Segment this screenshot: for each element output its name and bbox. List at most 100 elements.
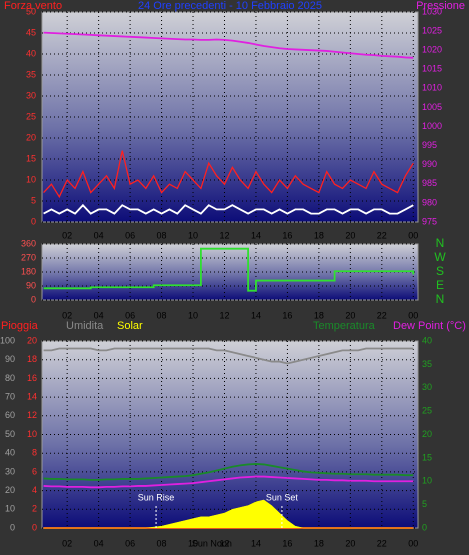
y-tick-label: 60 — [5, 410, 15, 420]
x-tick-label: 10 — [188, 230, 198, 240]
y3-tick-label: 2 — [32, 504, 37, 514]
y-tick-label: 5 — [31, 195, 36, 205]
y-tick-label: 80 — [5, 373, 15, 383]
y-tick-label: 15 — [26, 153, 36, 163]
y2-tick-label: 980 — [422, 197, 437, 207]
x-tick-label: 00 — [408, 230, 418, 240]
x-tick-label: 04 — [94, 310, 104, 320]
legend-label: Forza vento — [4, 0, 62, 12]
x-tick-label: 16 — [282, 538, 292, 548]
legend-label: Temperatura — [313, 320, 376, 332]
y2-tick-label: 20 — [422, 429, 432, 439]
x-tick-label: 18 — [314, 310, 324, 320]
x-tick-label: 04 — [94, 230, 104, 240]
y2-tick-label: 35 — [422, 359, 432, 369]
y2-tick-label: E — [436, 278, 444, 292]
y2-tick-label: 0 — [422, 522, 427, 532]
y-tick-label: 40 — [5, 448, 15, 458]
y-tick-label: 90 — [26, 280, 36, 290]
y3-tick-label: 0 — [32, 522, 37, 532]
legend-label: Pressione — [416, 0, 465, 12]
y2-tick-label: 1005 — [422, 102, 442, 112]
y3-tick-label: 4 — [32, 485, 37, 495]
y-tick-label: 35 — [26, 69, 36, 79]
event-label: Sun Set — [266, 492, 299, 502]
x-tick-label: 06 — [125, 230, 135, 240]
x-tick-label: 18 — [314, 538, 324, 548]
x-tick-label: 02 — [62, 230, 72, 240]
y-tick-label: 0 — [10, 522, 15, 532]
y3-tick-label: 20 — [27, 335, 37, 345]
x-tick-label: 10 — [188, 310, 198, 320]
y2-tick-label: N — [436, 236, 445, 250]
x-tick-label: 22 — [377, 538, 387, 548]
x-tick-label: 08 — [157, 310, 167, 320]
y-tick-label: 25 — [26, 111, 36, 121]
y-tick-label: 40 — [26, 48, 36, 58]
y2-tick-label: 10 — [422, 476, 432, 486]
y2-tick-label: 990 — [422, 159, 437, 169]
y2-tick-label: 1000 — [422, 121, 442, 131]
x-tick-label: 18 — [314, 230, 324, 240]
y2-tick-label: 975 — [422, 216, 437, 226]
y2-tick-label: S — [436, 264, 444, 278]
y-tick-label: 270 — [21, 252, 36, 262]
x-tick-label: 14 — [251, 230, 261, 240]
legend-label: Umidita — [66, 320, 104, 332]
x-tick-label: 02 — [62, 538, 72, 548]
y2-tick-label: 25 — [422, 406, 432, 416]
x-tick-label: 20 — [345, 310, 355, 320]
y-tick-label: 180 — [21, 266, 36, 276]
y3-tick-label: 16 — [27, 373, 37, 383]
y-tick-label: 0 — [31, 216, 36, 226]
event-label: Sun Noon — [192, 538, 232, 548]
x-tick-label: 16 — [282, 230, 292, 240]
y2-tick-label: 5 — [422, 499, 427, 509]
y2-tick-label: 30 — [422, 382, 432, 392]
y-tick-label: 50 — [5, 429, 15, 439]
x-tick-label: 00 — [408, 538, 418, 548]
y3-tick-label: 6 — [32, 466, 37, 476]
y2-tick-label: 40 — [422, 335, 432, 345]
y3-tick-label: 10 — [27, 429, 37, 439]
x-tick-label: 12 — [219, 230, 229, 240]
y2-tick-label: 1015 — [422, 64, 442, 74]
y-tick-label: 20 — [5, 485, 15, 495]
chart-title: 24 Ore precedenti - 10 Febbraio 2025 — [138, 0, 322, 12]
y-tick-label: 360 — [21, 238, 36, 248]
y2-tick-label: 995 — [422, 140, 437, 150]
y-tick-label: 70 — [5, 391, 15, 401]
x-tick-label: 08 — [157, 230, 167, 240]
x-tick-label: 22 — [377, 230, 387, 240]
y2-tick-label: 1020 — [422, 45, 442, 55]
x-tick-label: 08 — [157, 538, 167, 548]
x-tick-label: 16 — [282, 310, 292, 320]
y2-tick-label: 1030 — [422, 6, 442, 16]
x-tick-label: 12 — [219, 538, 229, 548]
y2-tick-label: 1025 — [422, 25, 442, 35]
x-tick-label: 02 — [62, 310, 72, 320]
y-tick-label: 90 — [5, 354, 15, 364]
y-tick-label: 30 — [26, 90, 36, 100]
y3-tick-label: 18 — [27, 354, 37, 364]
y-tick-label: 45 — [26, 27, 36, 37]
y-tick-label: 0 — [31, 294, 36, 304]
series-line — [43, 475, 414, 489]
y3-tick-label: 12 — [27, 410, 37, 420]
x-tick-label: 04 — [94, 538, 104, 548]
x-tick-label: 06 — [125, 538, 135, 548]
series-line — [43, 247, 415, 292]
x-tick-label: 12 — [219, 310, 229, 320]
y2-tick-label: 985 — [422, 178, 437, 188]
x-tick-label: 00 — [408, 310, 418, 320]
x-tick-label: 14 — [251, 538, 261, 548]
series-line — [43, 347, 414, 365]
legend-label: Pioggia — [1, 320, 39, 332]
series-line — [43, 31, 414, 59]
y-tick-label: 100 — [0, 335, 15, 345]
y-tick-label: 30 — [5, 466, 15, 476]
x-tick-label: 20 — [345, 230, 355, 240]
event-label: Sun Rise — [138, 492, 175, 502]
